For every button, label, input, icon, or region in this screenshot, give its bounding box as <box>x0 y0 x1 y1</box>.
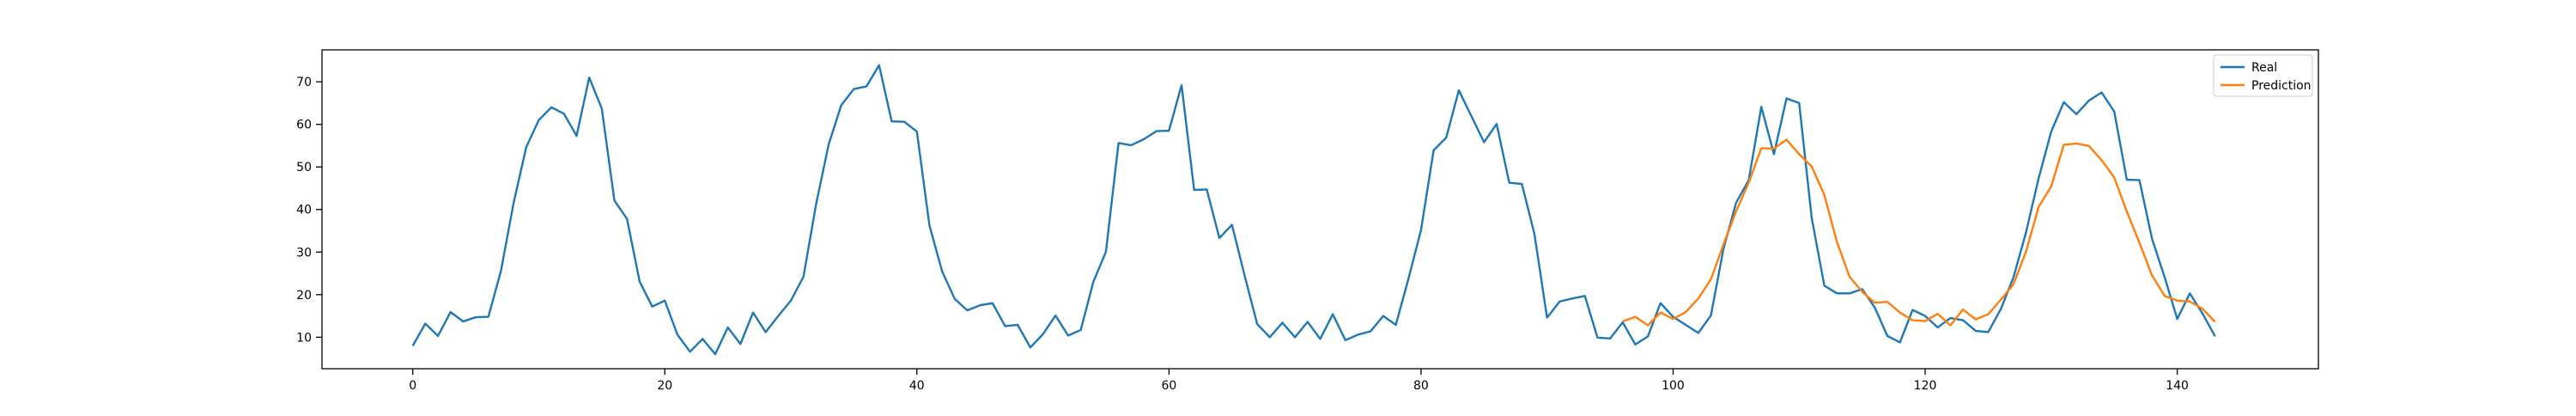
y-tick-label: 20 <box>296 289 312 303</box>
series-line-prediction <box>1622 138 2216 327</box>
x-tick-label: 100 <box>1662 379 1685 393</box>
y-tick-label: 40 <box>296 204 312 217</box>
legend-label-prediction: Prediction <box>2251 79 2312 93</box>
x-axis: 0 20 40 60 80 100 120 140 <box>409 369 2189 393</box>
y-tick-label: 70 <box>296 76 312 89</box>
series-line-real <box>411 64 2216 356</box>
x-tick-label: 60 <box>1161 379 1176 393</box>
legend-label-real: Real <box>2251 61 2277 75</box>
y-tick-label: 60 <box>296 119 312 132</box>
legend: Real Prediction <box>2213 54 2313 97</box>
x-tick-label: 20 <box>657 379 672 393</box>
y-tick-label: 50 <box>296 161 312 174</box>
x-tick-label: 80 <box>1413 379 1429 393</box>
x-tick-label: 0 <box>409 379 416 393</box>
x-tick-label: 120 <box>1914 379 1937 393</box>
series-layer <box>411 64 2216 356</box>
y-axis: 10 20 30 40 50 60 70 <box>296 76 322 345</box>
x-tick-label: 40 <box>909 379 925 393</box>
y-tick-label: 30 <box>296 246 312 260</box>
x-tick-label: 140 <box>2166 379 2189 393</box>
y-tick-label: 10 <box>296 331 312 345</box>
